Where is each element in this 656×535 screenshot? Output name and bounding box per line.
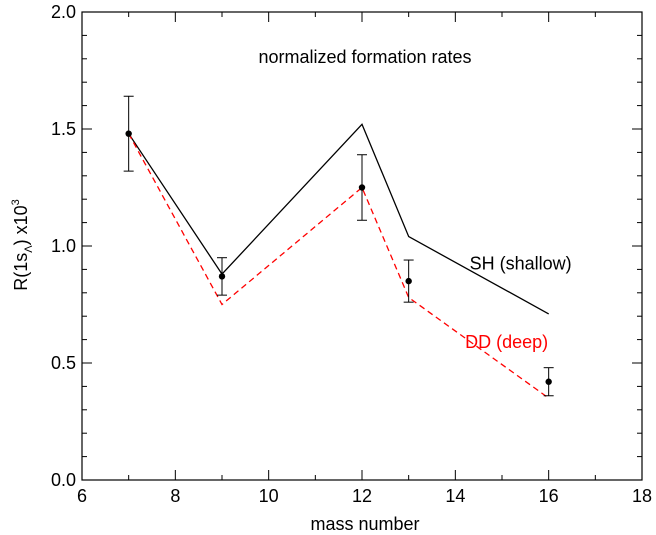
- x-tick-label: 12: [352, 486, 372, 506]
- y-axis-label-subscript: Λ: [23, 245, 35, 253]
- chart-title: normalized formation rates: [258, 47, 471, 67]
- data-point: [358, 184, 366, 191]
- y-axis-label-main: R(1s: [11, 253, 31, 291]
- y-axis-label-middle: ) x10: [11, 205, 31, 245]
- y-tick-label: 0.0: [51, 470, 76, 490]
- y-axis-label-superscript: 3: [10, 199, 22, 205]
- x-tick-label: 10: [259, 486, 279, 506]
- x-tick-label: 16: [539, 486, 559, 506]
- x-axis-label: mass number: [310, 514, 419, 534]
- y-axis-label: R(1sΛ) x103: [10, 199, 35, 291]
- data-point: [405, 277, 412, 285]
- dd-deep-line: [128, 133, 550, 399]
- y-tick-label: 2.0: [51, 2, 76, 22]
- y-tick-label: 1.0: [51, 236, 76, 256]
- annotation-sh-shallow: SH (shallow): [470, 254, 572, 274]
- y-tick-label: 0.5: [51, 353, 76, 373]
- plot-frame: [81, 11, 643, 481]
- x-tick-label: 8: [170, 486, 180, 506]
- sh-shallow-line: [128, 123, 550, 315]
- data-points: [123, 95, 554, 397]
- ticks: 6 8 10 12 14 16 18 0.0 0.5 1.0 1.5 2.0: [51, 2, 652, 506]
- annotation-dd-deep: DD (deep): [465, 332, 548, 352]
- data-point: [218, 273, 226, 280]
- y-tick-label: 1.5: [51, 119, 76, 139]
- x-tick-label: 6: [77, 486, 87, 506]
- series: [128, 123, 550, 399]
- data-point: [545, 378, 552, 385]
- x-tick-label: 18: [632, 486, 652, 506]
- x-tick-label: 14: [445, 486, 465, 506]
- data-point: [125, 130, 132, 137]
- axes: [81, 11, 643, 481]
